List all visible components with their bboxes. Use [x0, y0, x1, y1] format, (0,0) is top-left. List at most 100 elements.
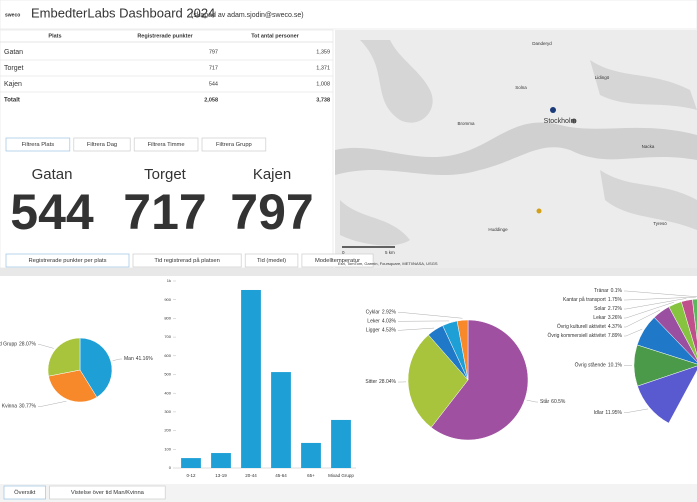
y-tick-label: 400 — [164, 390, 171, 395]
pie-label-name: Solar — [594, 306, 606, 312]
water — [600, 170, 697, 230]
leader-line — [624, 298, 687, 310]
map — [335, 30, 697, 268]
tab-label[interactable]: Tid registrerad på platsen — [154, 257, 220, 264]
map-label: Bromma — [457, 121, 474, 126]
pie-label: Kantar på transport 1.75% — [563, 296, 623, 303]
leader-line — [112, 358, 122, 361]
pie-label: Idlar 11.95% — [594, 410, 623, 416]
x-tick-label: 65+ — [307, 473, 315, 478]
tab[interactable] — [301, 253, 374, 268]
pie-label-name: Kvinna — [2, 404, 18, 410]
pie-label: Lekar 3.26% — [593, 315, 622, 321]
table-cell: Kajen — [4, 81, 22, 88]
pie-label-name: Står — [540, 398, 550, 405]
pie-label: Kvinna 30.77% — [2, 404, 37, 410]
map-label: Stockholm — [544, 118, 577, 125]
table-header: Registrerade punkter — [137, 33, 193, 39]
leader-line — [624, 309, 661, 328]
tab[interactable] — [3, 485, 46, 500]
tab-label[interactable]: Vistelse över tid Man/Kvinna — [71, 490, 145, 496]
tab-label[interactable]: Filtrera Grupp — [216, 142, 252, 148]
pie-label-value: 4.03% — [382, 319, 397, 325]
tab[interactable] — [201, 137, 267, 152]
map-marker — [536, 208, 542, 214]
pie-label-value: 3.26% — [608, 315, 623, 321]
pie-label-name: Tränar — [594, 288, 609, 294]
y-tick-label: 100 — [164, 446, 171, 451]
water — [340, 200, 410, 246]
pie-label-value: 2.72% — [608, 306, 623, 312]
tab-label[interactable]: Översikt — [14, 489, 36, 496]
tab[interactable] — [49, 485, 166, 500]
pie-slice — [430, 319, 529, 441]
x-tick-label: Mixad Grupp — [328, 473, 354, 478]
kpi-label: Torget — [144, 166, 187, 183]
tab-label[interactable]: Modelltemperatur — [315, 258, 360, 264]
tab-label[interactable]: Filtrera Plats — [22, 142, 55, 148]
water — [360, 40, 433, 123]
tab[interactable] — [133, 137, 199, 152]
bar — [271, 372, 291, 468]
pie-label-value: 4.53% — [382, 328, 397, 334]
pie-slice — [47, 337, 81, 377]
pie-label-value: 30.77% — [19, 404, 37, 410]
y-tick-label: 700 — [164, 334, 171, 339]
tab[interactable] — [73, 137, 131, 152]
pie-label-name: Man — [124, 356, 134, 362]
kpi-label: Gatan — [32, 166, 73, 183]
pie-label-name: Cyklar — [366, 310, 381, 316]
map-label: Nacka — [642, 144, 655, 149]
table-cell: 797 — [209, 49, 218, 55]
tab-label[interactable]: Filtrera Dag — [87, 142, 117, 148]
table-total: 3,738 — [316, 97, 330, 103]
map-label: Danderyd — [532, 41, 552, 46]
pie-label: Övrig kommersiell aktivitet 7.89% — [547, 332, 622, 339]
tab-label[interactable]: Tid (medel) — [257, 258, 286, 264]
pie-label-value: 60.5% — [551, 399, 566, 405]
pie-label: Står 60.5% — [540, 398, 566, 405]
kpi-value: 544 — [10, 184, 94, 240]
pie-label: Övrig stående 10.1% — [575, 362, 623, 369]
map-marker — [571, 118, 577, 124]
leader-line — [624, 301, 675, 319]
y-tick-label: 800 — [164, 315, 171, 320]
map-label: Lidingö — [595, 75, 610, 80]
bar — [181, 458, 201, 468]
pie-slice — [48, 369, 98, 403]
leader-line — [526, 399, 538, 403]
pie-label-value: 10.1% — [608, 363, 623, 369]
tab-label[interactable]: Registrerade punkter per plats — [29, 258, 107, 264]
map-scale-label: 0 — [342, 250, 345, 255]
x-tick-label: 0-12 — [186, 473, 196, 478]
table-cell: 717 — [209, 65, 218, 71]
header-bar — [0, 0, 697, 30]
title: EmbedterLabs Dashboard 2024 — [31, 5, 215, 20]
map-label: Huddinge — [488, 227, 508, 232]
leader-line — [624, 408, 649, 413]
tab[interactable] — [132, 253, 242, 268]
pie-label-name: Mixad Grupp — [0, 342, 17, 348]
tab[interactable] — [244, 253, 299, 268]
water — [590, 60, 697, 110]
y-tick-label: 200 — [164, 428, 171, 433]
bar — [241, 289, 261, 468]
pie-label-value: 2.92% — [382, 310, 397, 316]
pie-label-name: Sitter — [365, 379, 377, 385]
pie-slice — [79, 337, 113, 398]
x-tick-label: 20-44 — [245, 473, 257, 478]
table-cell: 1,371 — [316, 65, 330, 71]
pie-label: Ligger 4.53% — [366, 328, 397, 334]
x-tick-label: 13-19 — [215, 473, 227, 478]
logo: sweco — [5, 12, 20, 18]
bar — [211, 453, 231, 468]
map-marker — [550, 107, 556, 113]
tab[interactable] — [5, 137, 71, 152]
tab[interactable] — [5, 253, 130, 268]
tab-label[interactable]: Filtrera Timme — [148, 142, 185, 148]
pie-label-name: Övrig kulturell aktivitet — [557, 323, 607, 330]
pie-label-value: 4.37% — [608, 324, 623, 330]
map-label: Tyresö — [653, 221, 667, 226]
